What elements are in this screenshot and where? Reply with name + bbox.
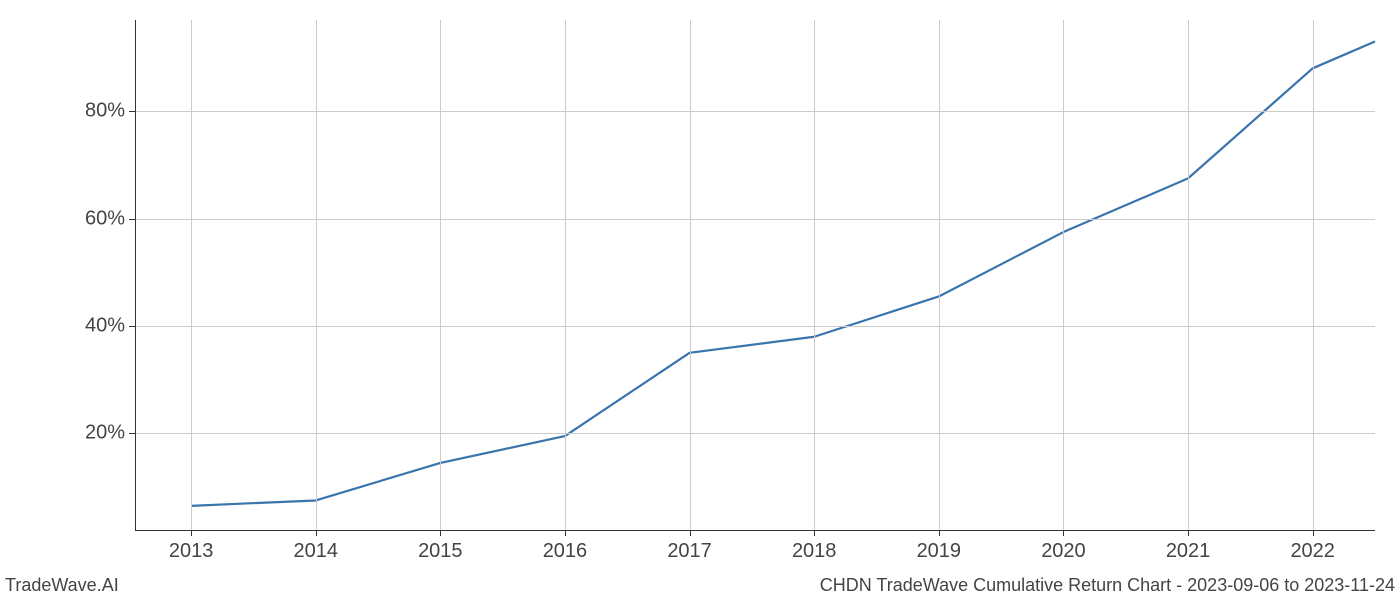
x-tick-label: 2020: [1041, 540, 1086, 563]
x-tick-label: 2021: [1166, 540, 1211, 563]
gridline-vertical: [565, 20, 566, 530]
footer-right-caption: CHDN TradeWave Cumulative Return Chart -…: [820, 575, 1395, 596]
y-axis-spine: [135, 20, 136, 530]
y-tick-label: 40%: [85, 315, 125, 338]
x-tick-label: 2019: [917, 540, 962, 563]
gridline-vertical: [316, 20, 317, 530]
x-tick-label: 2018: [792, 540, 837, 563]
y-tick-label: 80%: [85, 100, 125, 123]
y-tick-label: 60%: [85, 207, 125, 230]
gridline-vertical: [939, 20, 940, 530]
gridline-vertical: [1063, 20, 1064, 530]
gridline-vertical: [440, 20, 441, 530]
footer-left-brand: TradeWave.AI: [5, 575, 119, 596]
gridline-vertical: [690, 20, 691, 530]
x-tick-label: 2013: [169, 540, 214, 563]
gridline-vertical: [1188, 20, 1189, 530]
x-tick-label: 2016: [543, 540, 588, 563]
x-axis-spine: [135, 530, 1375, 531]
x-tick-label: 2015: [418, 540, 463, 563]
gridline-vertical: [191, 20, 192, 530]
gridline-vertical: [814, 20, 815, 530]
x-tick-label: 2022: [1290, 540, 1335, 563]
plot-area: 20%40%60%80%2013201420152016201720182019…: [135, 20, 1375, 530]
x-tick-label: 2017: [667, 540, 712, 563]
y-tick-label: 20%: [85, 422, 125, 445]
gridline-vertical: [1313, 20, 1314, 530]
chart-container: 20% 40% 60% 80% 2013 2014 2015 2016 2017 2018 2019…: [0, 0, 1400, 600]
x-tick-label: 2014: [293, 540, 338, 563]
